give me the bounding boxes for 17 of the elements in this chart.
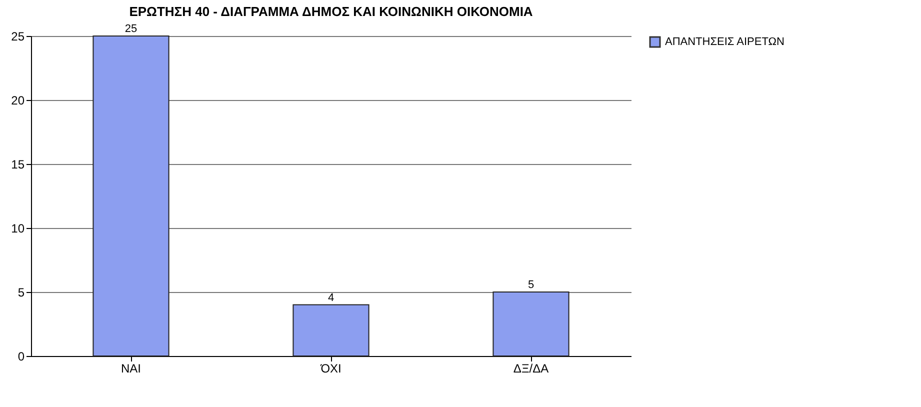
y-tick-label: 10 bbox=[11, 222, 25, 236]
data-label: 25 bbox=[124, 23, 138, 35]
data-label: 5 bbox=[528, 279, 534, 291]
x-tick-label: ΝΑΙ bbox=[120, 362, 142, 376]
y-tick-label: 0 bbox=[18, 350, 25, 364]
y-tick-label: 20 bbox=[11, 94, 25, 108]
legend-label: ΑΠΑΝΤΗΣΕΙΣ ΑΙΡΕΤΩΝ bbox=[665, 36, 784, 48]
x-tick-label: ΔΞ/ΔΑ bbox=[513, 362, 549, 376]
bar bbox=[492, 292, 570, 356]
chart-title: ΕΡΩΤΗΣΗ 40 - ΔΙΑΓΡΑΜΜΑ ΔΗΜΟΣ ΚΑΙ ΚΟΙΝΩΝΙΚΗ ΟΙΚΟΝΟΜΙΑ bbox=[129, 4, 534, 19]
bar bbox=[292, 304, 370, 356]
y-tick-label: 25 bbox=[11, 30, 25, 44]
y-tick-label: 5 bbox=[18, 286, 25, 300]
y-tick-label: 15 bbox=[11, 158, 25, 172]
data-label: 4 bbox=[328, 292, 334, 304]
x-tick-label: ΌΧΙ bbox=[320, 362, 342, 376]
bar bbox=[92, 36, 170, 356]
